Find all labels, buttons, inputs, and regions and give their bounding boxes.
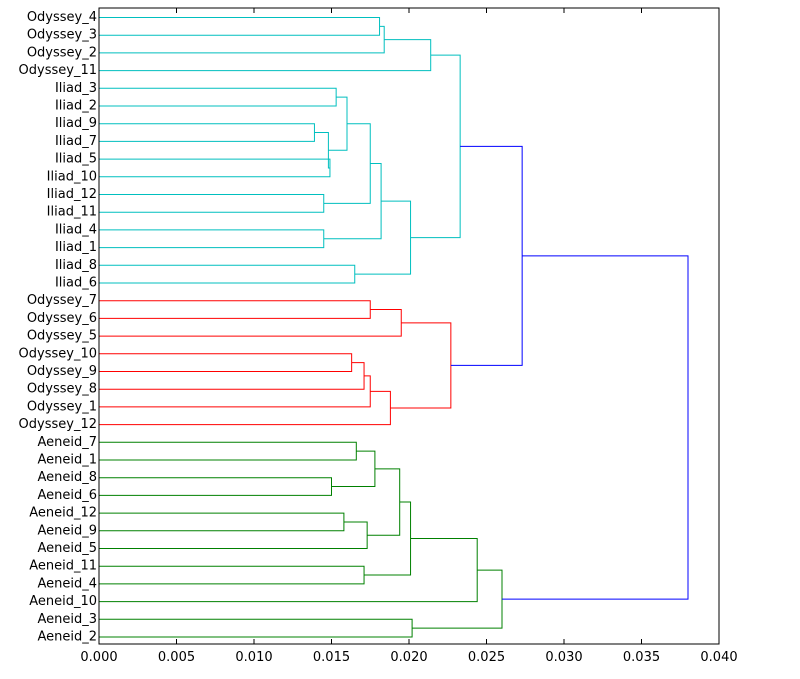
dendrogram-link	[99, 194, 325, 213]
leaf-label: Iliad_9	[55, 116, 97, 131]
dendrogram-link	[99, 565, 365, 585]
x-tick-label: 0.000	[80, 650, 117, 665]
leaf-label: Odyssey_4	[27, 10, 97, 25]
leaf-label: Iliad_4	[55, 222, 97, 237]
x-tick-label: 0.025	[468, 650, 505, 665]
dendrogram-link	[354, 200, 412, 275]
dendrogram-link	[99, 123, 315, 142]
leaf-label: Iliad_8	[55, 258, 97, 273]
dendrogram-link	[99, 353, 353, 372]
dendrogram-link	[99, 25, 385, 54]
dendrogram-link	[331, 450, 376, 488]
dendrogram-link	[99, 362, 365, 390]
dendrogram-link	[367, 468, 401, 536]
leaf-label: Iliad_10	[47, 169, 97, 184]
leaf-label: Iliad_7	[55, 134, 97, 149]
leaf-label: Odyssey_9	[27, 364, 97, 379]
dendrogram-link	[502, 255, 689, 600]
leaf-label: Aeneid_1	[37, 453, 97, 468]
x-tick-label: 0.005	[158, 650, 195, 665]
dendrogram-link	[328, 96, 348, 151]
dendrogram-link	[99, 17, 381, 36]
leaf-label: Odyssey_5	[27, 329, 97, 344]
leaf-label: Iliad_1	[55, 240, 97, 255]
dendrogram-link	[412, 569, 503, 629]
leaf-label: Odyssey_2	[27, 45, 97, 60]
dendrogram-link	[99, 618, 413, 638]
leaf-label: Odyssey_10	[19, 346, 97, 361]
dendrogram-link	[99, 264, 356, 284]
dendrogram-links	[99, 17, 689, 638]
leaf-label: Iliad_5	[55, 152, 97, 167]
leaf-label: Iliad_3	[55, 81, 97, 96]
x-tick-label: 0.010	[235, 650, 272, 665]
leaf-label: Aeneid_6	[37, 488, 97, 503]
dendrogram-link	[99, 441, 357, 461]
dendrogram-link	[99, 158, 331, 178]
plot-frame	[98, 7, 720, 645]
leaf-label: Aeneid_9	[37, 523, 97, 538]
x-tick-label: 0.020	[390, 650, 427, 665]
dendrogram-link	[314, 132, 330, 169]
leaf-label: Aeneid_10	[29, 594, 97, 609]
leaf-label: Iliad_12	[47, 187, 97, 202]
leaf-label: Odyssey_7	[27, 293, 97, 308]
dendrogram-link	[99, 229, 325, 249]
leaf-label: Odyssey_6	[27, 311, 97, 326]
leaf-label: Aeneid_3	[37, 612, 97, 627]
dendrogram-link	[99, 512, 345, 532]
leaf-label: Aeneid_12	[29, 506, 97, 521]
leaf-label: Odyssey_12	[19, 417, 97, 432]
leaf-labels: Odyssey_4 Odyssey_3 Odyssey_2 Odyssey_11 Ili…	[19, 10, 97, 645]
x-tick-label: 0.035	[623, 650, 660, 665]
dendrogram-link	[99, 477, 332, 496]
dendrogram-link	[99, 87, 337, 107]
dendrogram-link	[364, 501, 412, 576]
dendrogram-link	[99, 390, 391, 426]
leaf-label: Iliad_2	[55, 99, 97, 114]
leaf-label: Aeneid_7	[37, 435, 97, 450]
x-tick-label: 0.040	[700, 650, 737, 665]
leaf-label: Aeneid_4	[37, 576, 97, 591]
dendrogram-link	[99, 375, 371, 408]
leaf-label: Odyssey_8	[27, 382, 97, 397]
x-tick-label: 0.030	[545, 650, 582, 665]
x-tick-label: 0.015	[313, 650, 350, 665]
leaf-label: Aeneid_2	[37, 630, 97, 645]
dendrogram-link	[99, 309, 402, 337]
dendrogram-link	[99, 300, 371, 319]
dendrogram-link	[99, 521, 368, 549]
x-axis: 0.000 0.005 0.010 0.015 0.020 0.025 0.030 0.035…	[80, 8, 738, 665]
leaf-label: Odyssey_3	[27, 28, 97, 43]
leaf-label: Aeneid_5	[37, 541, 97, 556]
leaf-label: Odyssey_1	[27, 399, 97, 414]
leaf-label: Iliad_11	[47, 205, 97, 220]
leaf-label: Aeneid_11	[29, 559, 97, 574]
dendrogram-link	[410, 54, 461, 239]
dendrogram-link	[450, 145, 523, 366]
leaf-label: Aeneid_8	[37, 470, 97, 485]
dendrogram-link	[323, 163, 382, 240]
dendrogram-link	[99, 39, 432, 72]
leaf-label: Iliad_6	[55, 276, 97, 291]
leaf-label: Odyssey_11	[19, 63, 97, 78]
